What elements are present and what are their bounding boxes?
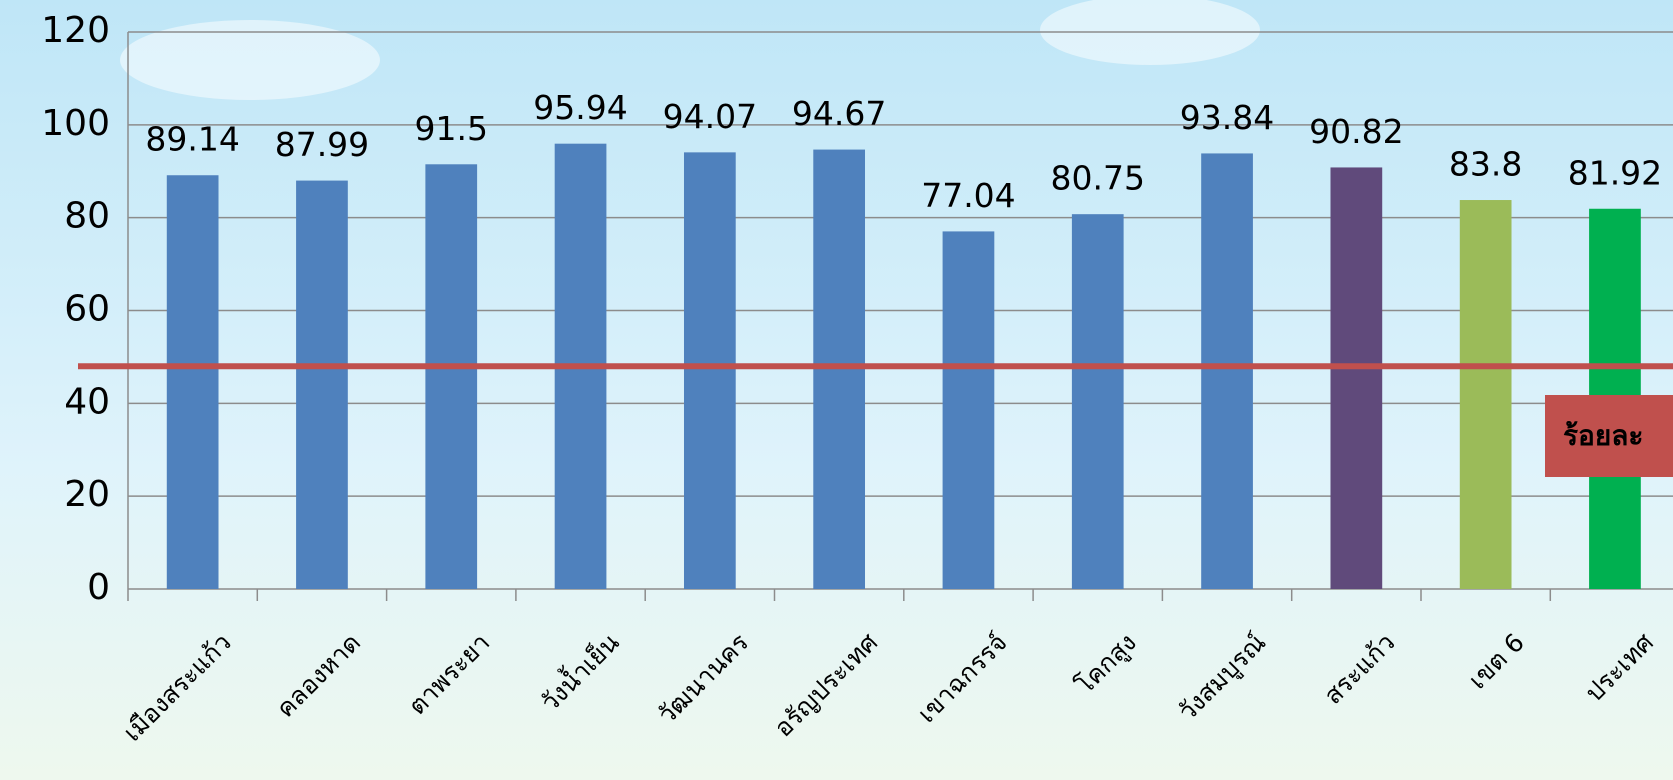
y-tick-label: 100 xyxy=(41,103,110,144)
bar xyxy=(1072,214,1124,589)
value-label: 93.84 xyxy=(1180,98,1274,137)
value-label: 81.92 xyxy=(1568,153,1662,192)
bar xyxy=(684,152,736,589)
value-label: 83.8 xyxy=(1449,145,1522,184)
y-tick-label: 60 xyxy=(64,289,110,330)
bar xyxy=(425,164,477,589)
bar xyxy=(296,181,348,589)
value-label: 90.82 xyxy=(1309,112,1403,151)
bar xyxy=(1460,200,1512,589)
y-tick-label: 20 xyxy=(64,474,110,515)
bar xyxy=(1330,167,1382,589)
value-label: 91.5 xyxy=(415,109,488,148)
bar xyxy=(943,231,995,589)
value-label: 89.14 xyxy=(145,120,239,159)
bar xyxy=(813,150,865,589)
y-tick-label: 0 xyxy=(87,567,110,608)
bar xyxy=(167,175,219,589)
value-label: 80.75 xyxy=(1051,159,1145,198)
y-tick-label: 40 xyxy=(64,381,110,422)
value-label: 94.07 xyxy=(663,97,757,136)
y-tick-label: 120 xyxy=(41,10,110,51)
value-label: 77.04 xyxy=(921,176,1015,215)
value-label: 94.67 xyxy=(792,94,886,133)
annotation: ร้อยละ xyxy=(1563,419,1643,452)
page: {"chart_data": {"type": "bar", "categori… xyxy=(0,0,1673,780)
y-tick-label: 80 xyxy=(64,196,110,237)
bar xyxy=(1201,153,1253,589)
value-label: 87.99 xyxy=(275,125,369,164)
value-label: 95.94 xyxy=(533,88,627,127)
chart: 02040608010012089.14เมืองสระแก้ว87.99คลอ… xyxy=(0,0,1673,780)
